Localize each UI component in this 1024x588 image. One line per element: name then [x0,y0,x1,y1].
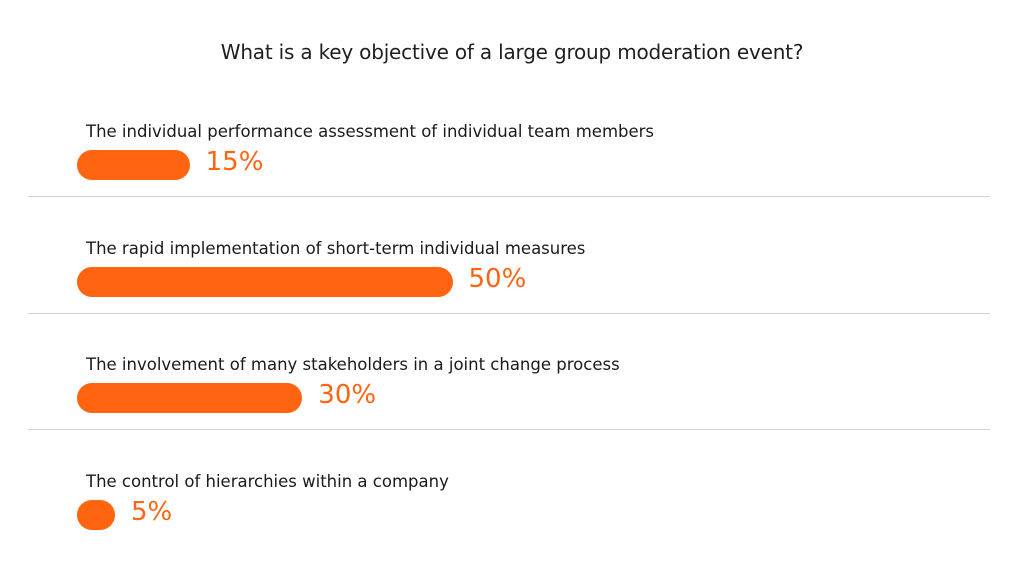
option-divider [28,429,990,430]
poll-option-4: The control of hierarchies within a comp… [28,472,990,588]
option-bar [77,383,303,413]
option-bar [77,267,453,297]
option-bar [77,500,115,530]
poll-results: What is a key objective of a large group… [28,40,990,530]
option-percent: 30% [318,380,377,410]
poll-question: What is a key objective of a large group… [220,40,804,64]
poll-option-3: The involvement of many stakeholders in … [28,355,990,471]
option-divider [28,313,990,314]
poll-option-1: The individual performance assessment of… [28,122,990,238]
option-divider [28,196,990,197]
option-label: The involvement of many stakeholders in … [86,355,620,374]
poll-option-2: The rapid implementation of short-term i… [28,239,990,355]
option-bar [77,150,190,180]
option-percent: 50% [468,264,527,294]
option-label: The rapid implementation of short-term i… [86,239,586,258]
option-label: The individual performance assessment of… [86,122,655,141]
option-label: The control of hierarchies within a comp… [86,472,449,491]
option-percent: 5% [131,497,173,527]
option-percent: 15% [205,147,264,177]
